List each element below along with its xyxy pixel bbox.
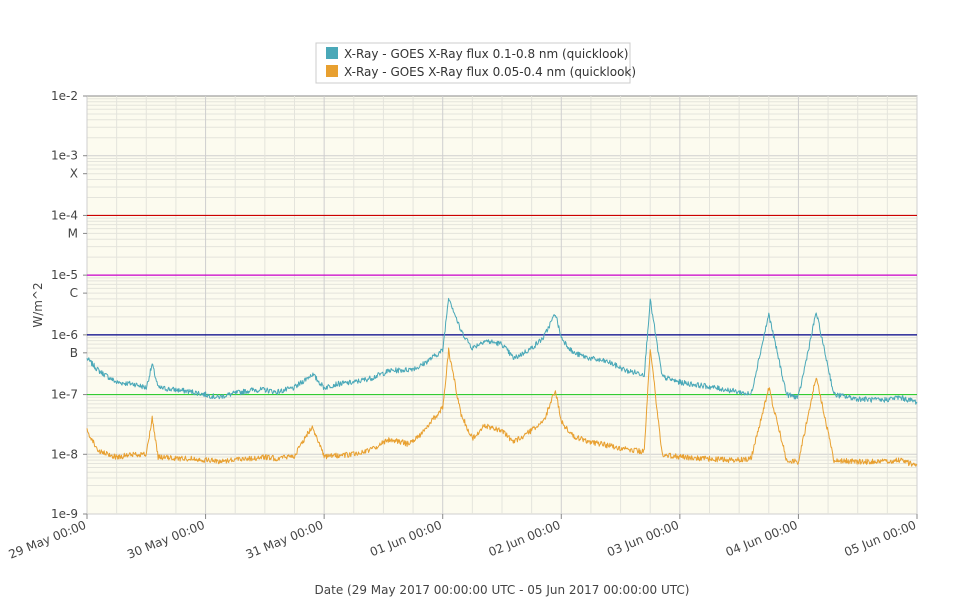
- y-tick-label: M: [68, 226, 78, 240]
- y-tick-label: 1e-5: [51, 268, 78, 282]
- legend-swatch-xray-short: [326, 65, 338, 77]
- y-tick-label: 1e-7: [51, 388, 78, 402]
- legend: X-Ray - GOES X-Ray flux 0.1-0.8 nm (quic…: [315, 42, 636, 84]
- y-axis-ticks: 1e-2 1e-3 X 1e-4 M 1e-5 C 1e-6 B 1e-7 1e-8 1e-9: [51, 89, 87, 521]
- series-line-xray-long: [86, 297, 918, 405]
- y-tick-label: 1e-3: [51, 149, 78, 163]
- y-tick-label: C: [70, 286, 78, 300]
- legend-label-xray-long: X-Ray - GOES X-Ray flux 0.1-0.8 nm (quic…: [344, 47, 628, 61]
- y-tick-label: X: [70, 167, 78, 181]
- x-axis-title: Date (29 May 2017 00:00:00 UTC - 05 Jun …: [315, 583, 690, 597]
- series-line-xray-short: [86, 347, 918, 467]
- legend-label-xray-short: X-Ray - GOES X-Ray flux 0.05-0.4 nm (qui…: [344, 65, 636, 79]
- legend-box: [315, 42, 631, 84]
- y-tick-label: 1e-6: [51, 328, 78, 342]
- y-axis-title: W/m^2: [31, 282, 45, 327]
- data-series: [86, 297, 918, 467]
- y-tick-label: 1e-2: [51, 89, 78, 103]
- y-tick-label: 1e-8: [51, 447, 78, 461]
- legend-swatch-xray-long: [326, 47, 338, 59]
- y-tick-label: B: [70, 346, 78, 360]
- y-tick-label: 1e-4: [51, 208, 78, 222]
- flare-class-thresholds: [87, 214, 917, 396]
- y-tick-label: 1e-9: [51, 507, 78, 521]
